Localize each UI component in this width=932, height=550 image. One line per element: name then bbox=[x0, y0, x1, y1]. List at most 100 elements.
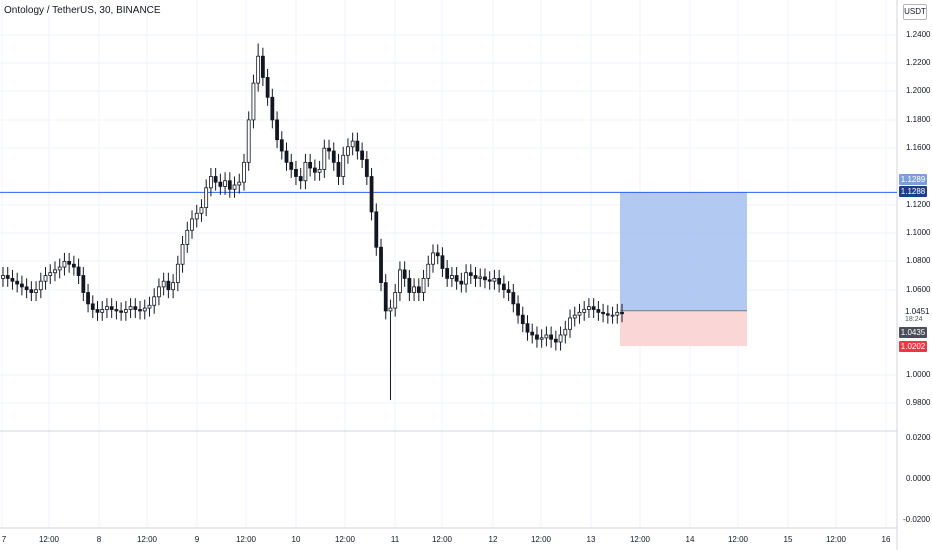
candle-body-12 bbox=[57, 266, 62, 271]
candle-body-111 bbox=[525, 323, 530, 333]
candle-body-73 bbox=[346, 146, 350, 156]
candle-body-66 bbox=[312, 167, 317, 173]
candle-body-8 bbox=[38, 280, 43, 291]
price-tick-label: 1.0600 bbox=[906, 285, 931, 294]
price-tick-label: 1.2200 bbox=[906, 58, 931, 67]
candle-body-94 bbox=[445, 268, 450, 279]
candle-body-15 bbox=[71, 263, 76, 268]
time-tick-label: 7 bbox=[1, 535, 7, 544]
currency-button[interactable]: USDT bbox=[903, 4, 927, 20]
candle-countdown: 18:24 bbox=[905, 316, 923, 323]
candle-body-69 bbox=[327, 147, 331, 152]
candle-body-42 bbox=[199, 207, 204, 214]
candle-body-96 bbox=[454, 275, 459, 282]
time-tick-label: 12:00 bbox=[334, 535, 356, 544]
candle-body-13 bbox=[62, 260, 67, 268]
candle-body-47 bbox=[223, 180, 227, 187]
price-tick-label: 1.0800 bbox=[906, 256, 931, 265]
candle-body-123 bbox=[582, 309, 587, 313]
time-tick-label: 12:00 bbox=[530, 535, 552, 544]
candle-body-23 bbox=[109, 306, 114, 310]
candle-body-58 bbox=[275, 119, 279, 141]
price-tick-label: 1.1600 bbox=[906, 143, 931, 152]
candle-body-20 bbox=[95, 309, 100, 313]
candle-body-100 bbox=[473, 275, 478, 279]
candle-body-104 bbox=[492, 277, 497, 282]
candle-body-54 bbox=[256, 55, 261, 84]
candle-body-67 bbox=[317, 169, 322, 173]
candle-body-28 bbox=[133, 306, 138, 310]
candle-body-108 bbox=[511, 292, 516, 305]
time-tick-label: 9 bbox=[194, 535, 200, 544]
candle-body-40 bbox=[190, 218, 194, 231]
candle-body-78 bbox=[369, 176, 374, 213]
secondary-tick-label: 0.0000 bbox=[906, 474, 931, 483]
candle-body-101 bbox=[478, 276, 483, 279]
candle-body-84 bbox=[398, 269, 402, 293]
candle-body-7 bbox=[34, 289, 38, 293]
candle-body-91 bbox=[431, 252, 435, 265]
candle-body-125 bbox=[591, 306, 596, 310]
time-tick-label: 12:00 bbox=[431, 535, 453, 544]
candle-body-3 bbox=[15, 280, 20, 285]
candle-body-36 bbox=[171, 282, 176, 291]
candle-body-122 bbox=[577, 311, 582, 316]
candle-body-43 bbox=[204, 187, 209, 209]
candle-body-17 bbox=[81, 275, 86, 293]
candle-body-68 bbox=[322, 147, 327, 170]
candle-body-71 bbox=[336, 161, 341, 177]
candle-body-121 bbox=[572, 314, 577, 319]
candle-body-27 bbox=[128, 306, 133, 310]
candle-body-88 bbox=[416, 286, 421, 293]
candle-body-92 bbox=[435, 252, 440, 257]
candle-body-87 bbox=[412, 286, 416, 293]
candle-body-59 bbox=[279, 139, 284, 152]
time-tick-label: 12:00 bbox=[727, 535, 749, 544]
entry-price-label: 1.0451 bbox=[905, 307, 930, 316]
candle-body-119 bbox=[563, 328, 568, 336]
candle-body-106 bbox=[501, 283, 506, 291]
candle-body-89 bbox=[421, 277, 426, 293]
candle-body-72 bbox=[341, 154, 346, 177]
candle-body-10 bbox=[48, 272, 53, 276]
candle-body-129 bbox=[610, 314, 615, 317]
horizontal-line-badge: 1.1288 bbox=[899, 186, 927, 197]
candle-body-93 bbox=[440, 255, 445, 269]
candle-body-103 bbox=[487, 279, 492, 282]
candle-body-102 bbox=[483, 276, 487, 281]
candle-body-2 bbox=[10, 277, 15, 282]
time-tick-label: 11 bbox=[390, 535, 400, 544]
time-tick-label: 13 bbox=[586, 535, 596, 544]
candle-body-128 bbox=[605, 313, 610, 316]
candle-body-46 bbox=[218, 181, 223, 187]
stop-price-badge: 1.0202 bbox=[899, 341, 927, 352]
candle-body-64 bbox=[303, 161, 308, 182]
candle-body-117 bbox=[553, 338, 558, 343]
price-tick-label: 1.1200 bbox=[906, 200, 931, 209]
candle-body-35 bbox=[166, 280, 171, 291]
candle-body-99 bbox=[468, 272, 473, 276]
time-tick-label: 12:00 bbox=[825, 535, 847, 544]
candle-body-83 bbox=[393, 292, 398, 309]
candle-body-39 bbox=[185, 229, 190, 245]
candle-body-22 bbox=[105, 306, 109, 310]
candle-body-30 bbox=[142, 307, 147, 312]
candle-body-124 bbox=[587, 306, 591, 310]
candle-body-107 bbox=[506, 289, 511, 293]
time-tick-label: 16 bbox=[881, 535, 891, 544]
candle-body-116 bbox=[549, 334, 554, 340]
candle-body-63 bbox=[298, 176, 303, 182]
price-tick-label: 1.0000 bbox=[906, 370, 931, 379]
candle-body-130 bbox=[615, 311, 620, 316]
candle-body-85 bbox=[402, 269, 407, 279]
candle-body-57 bbox=[270, 96, 275, 121]
time-tick-label: 12:00 bbox=[136, 535, 158, 544]
candle-body-26 bbox=[123, 309, 128, 313]
candle-body-115 bbox=[544, 334, 549, 339]
price-tick-label: 1.2000 bbox=[906, 86, 931, 95]
candle-body-62 bbox=[294, 169, 298, 177]
candle-body-1 bbox=[5, 275, 10, 279]
symbol-title: Ontology / TetherUS, 30, BINANCE bbox=[4, 5, 161, 16]
candle-body-18 bbox=[86, 292, 90, 305]
